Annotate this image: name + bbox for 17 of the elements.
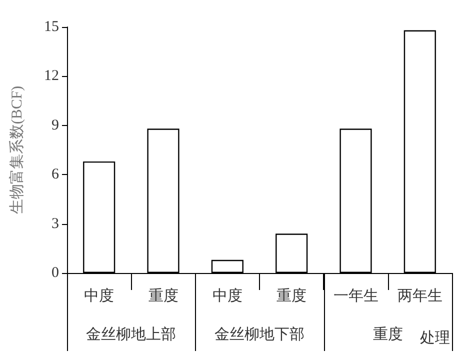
y-tick-label: 9 bbox=[52, 117, 59, 134]
x-tick-label: 重度 bbox=[276, 288, 307, 304]
x-tick-label: 两年生 bbox=[397, 288, 442, 304]
y-tick-label: 6 bbox=[52, 166, 60, 183]
y-tick-label: 15 bbox=[44, 19, 59, 35]
text: 金丝柳地上部 bbox=[86, 326, 176, 343]
x-tick-label: 一年生 bbox=[333, 288, 378, 304]
y-axis-title: 生物富集系数(BCF) bbox=[8, 86, 26, 214]
x-tick-label: 重度 bbox=[148, 288, 178, 304]
x-axis-title: 处理 bbox=[420, 330, 450, 346]
y-tick-label: 3 bbox=[52, 216, 59, 232]
x-tick-label: 中度 bbox=[212, 288, 242, 304]
text: 金丝柳地下部 bbox=[214, 326, 304, 343]
y-tick-label: 12 bbox=[44, 68, 59, 84]
x-tick-label: 中度 bbox=[84, 288, 114, 304]
text: 重度 bbox=[372, 326, 403, 343]
y-tick-label: 0 bbox=[52, 265, 59, 281]
